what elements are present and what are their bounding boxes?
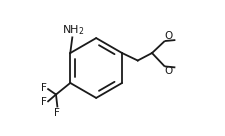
Text: F: F: [54, 108, 60, 118]
Text: O: O: [165, 31, 173, 41]
Text: NH$_2$: NH$_2$: [62, 23, 84, 37]
Text: F: F: [41, 83, 47, 93]
Text: O: O: [165, 66, 173, 76]
Text: F: F: [41, 97, 47, 107]
